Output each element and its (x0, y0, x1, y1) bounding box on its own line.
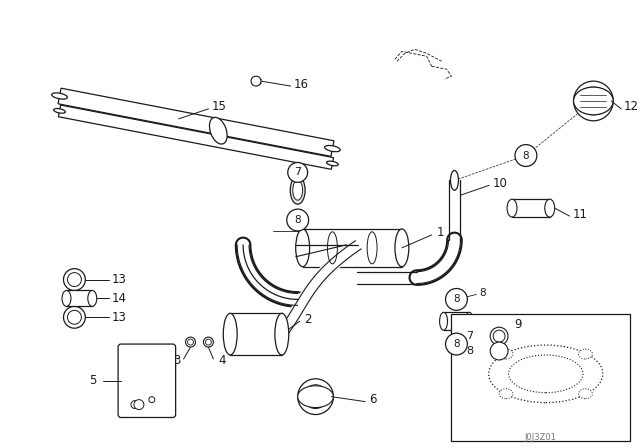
Ellipse shape (52, 93, 67, 99)
Ellipse shape (499, 349, 513, 359)
Text: 10: 10 (492, 177, 507, 190)
Ellipse shape (328, 232, 337, 264)
Text: 16: 16 (294, 78, 308, 90)
Ellipse shape (223, 313, 237, 355)
Ellipse shape (291, 177, 305, 204)
Text: J0J3Z01: J0J3Z01 (525, 433, 557, 442)
Ellipse shape (296, 229, 310, 267)
Ellipse shape (573, 87, 613, 115)
Circle shape (251, 76, 261, 86)
Text: 2: 2 (303, 313, 311, 326)
Text: 8: 8 (453, 339, 460, 349)
Circle shape (287, 209, 308, 231)
Ellipse shape (324, 146, 340, 152)
Ellipse shape (292, 181, 303, 200)
Text: 9: 9 (514, 318, 522, 331)
Circle shape (490, 327, 508, 345)
Circle shape (149, 396, 155, 403)
Ellipse shape (465, 312, 474, 330)
Circle shape (188, 339, 193, 345)
Text: 3: 3 (173, 354, 180, 367)
Text: 7: 7 (466, 331, 473, 341)
Text: 8: 8 (466, 346, 473, 356)
Circle shape (131, 401, 139, 409)
Circle shape (67, 310, 81, 324)
Circle shape (573, 81, 613, 121)
Bar (230, 313, 282, 355)
FancyBboxPatch shape (118, 344, 175, 418)
Ellipse shape (499, 389, 513, 399)
Text: 13: 13 (112, 273, 127, 286)
Text: 8: 8 (453, 294, 460, 304)
Text: 8: 8 (523, 151, 529, 160)
Circle shape (303, 385, 328, 409)
Ellipse shape (367, 232, 377, 264)
Bar (303, 229, 402, 267)
Circle shape (63, 306, 85, 328)
Polygon shape (58, 88, 334, 156)
Circle shape (515, 145, 537, 167)
Circle shape (204, 337, 213, 347)
Circle shape (67, 273, 81, 287)
Text: 8: 8 (294, 215, 301, 225)
Ellipse shape (209, 117, 227, 144)
Ellipse shape (88, 290, 97, 306)
Ellipse shape (326, 161, 339, 166)
Ellipse shape (275, 313, 289, 355)
Circle shape (63, 269, 85, 290)
Text: 7: 7 (294, 168, 301, 177)
Circle shape (445, 289, 467, 310)
Ellipse shape (54, 108, 65, 113)
Ellipse shape (395, 229, 409, 267)
Text: 1: 1 (436, 226, 444, 239)
Circle shape (579, 87, 607, 115)
Ellipse shape (298, 386, 333, 408)
Circle shape (493, 330, 505, 342)
Circle shape (205, 339, 211, 345)
Circle shape (288, 163, 308, 182)
Ellipse shape (579, 349, 593, 359)
Ellipse shape (545, 199, 555, 217)
Text: 14: 14 (112, 292, 127, 305)
Text: 5: 5 (89, 374, 96, 387)
Bar (451, 314, 630, 441)
Circle shape (298, 379, 333, 414)
Bar (444, 312, 469, 330)
Text: 12: 12 (624, 100, 639, 113)
Text: 4: 4 (218, 354, 226, 367)
Circle shape (186, 337, 195, 347)
Ellipse shape (509, 355, 583, 393)
Text: 15: 15 (211, 100, 226, 113)
Text: 13: 13 (112, 311, 127, 324)
Circle shape (490, 342, 508, 360)
Text: 6: 6 (369, 393, 376, 406)
Circle shape (445, 333, 467, 355)
Ellipse shape (440, 312, 447, 330)
Ellipse shape (507, 199, 517, 217)
Polygon shape (58, 105, 333, 169)
Text: 8: 8 (479, 289, 486, 298)
Circle shape (134, 400, 144, 409)
Bar (512, 199, 550, 217)
Bar (67, 290, 92, 306)
Ellipse shape (579, 389, 593, 399)
Ellipse shape (489, 345, 603, 403)
Ellipse shape (62, 290, 71, 306)
Text: 11: 11 (573, 207, 588, 220)
Ellipse shape (451, 170, 458, 190)
